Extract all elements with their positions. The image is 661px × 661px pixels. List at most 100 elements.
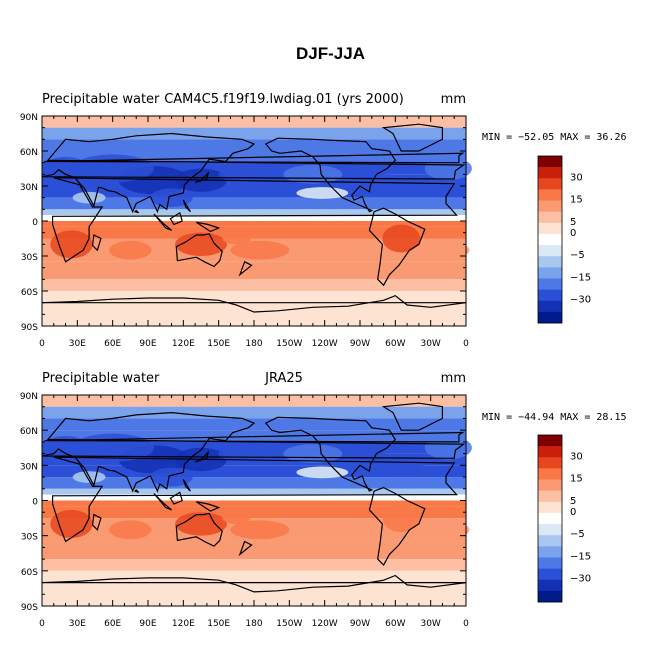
coastline xyxy=(91,513,102,531)
colorbar-swatch xyxy=(538,524,562,536)
colorbar-label: −5 xyxy=(570,529,585,540)
lat-label: 60S xyxy=(21,568,38,578)
lon-label: 150W xyxy=(276,619,302,629)
colorbar-frame xyxy=(537,434,563,603)
coastline xyxy=(42,295,466,313)
lat-band xyxy=(42,221,466,227)
colorbar-swatch xyxy=(538,256,562,268)
lat-label: 90S xyxy=(21,603,38,613)
coastline xyxy=(0,488,1,565)
lon-label: 0 xyxy=(463,619,469,629)
coastlines xyxy=(0,123,466,313)
anomaly-blob xyxy=(283,165,343,184)
anomaly-blob xyxy=(380,176,423,196)
colorbar-swatch xyxy=(538,579,562,592)
panel-left-title: Precipitable water xyxy=(42,92,160,107)
lon-label: 120W xyxy=(312,339,338,349)
anomaly-blob xyxy=(424,436,472,460)
colorbar-swatch xyxy=(538,468,562,480)
panel-min-max: MIN = −44.94 MAX = 28.15 xyxy=(482,412,627,423)
colorbar-label: −5 xyxy=(570,250,585,261)
panel-center-title: JRA25 xyxy=(264,371,303,386)
coastline xyxy=(381,123,443,152)
lat-label: 90N xyxy=(20,113,38,123)
lat-label: 60N xyxy=(20,427,38,437)
coastline xyxy=(175,233,223,268)
anomaly-blob xyxy=(427,521,470,539)
anomaly-blob xyxy=(175,512,227,536)
coastline xyxy=(381,402,443,431)
lon-label: 60E xyxy=(104,619,121,629)
colorbar-label: −15 xyxy=(570,272,591,283)
lon-label: 60W xyxy=(385,619,405,629)
colorbar-label: 5 xyxy=(570,496,576,507)
lat-band xyxy=(42,500,466,507)
coastline xyxy=(175,512,223,547)
lon-label: 0 xyxy=(39,619,45,629)
colorbar-swatch xyxy=(538,568,562,581)
coastline xyxy=(169,491,183,505)
colorbar-swatch xyxy=(538,200,562,212)
colorbar-label: 30 xyxy=(570,172,583,183)
panel-center-title: CAM4C5.f19f19.lwdiag.01 (yrs 2000) xyxy=(164,92,404,107)
lon-label: 30W xyxy=(420,339,440,349)
coastline xyxy=(153,493,172,511)
lon-label: 120W xyxy=(312,619,338,629)
colorbar-swatch xyxy=(538,167,562,179)
coastline xyxy=(0,124,18,151)
coastline xyxy=(169,211,183,226)
colorbar-swatch xyxy=(538,546,562,558)
lon-label: 150E xyxy=(207,619,230,629)
panel-units: mm xyxy=(441,371,466,386)
colorbar-swatch xyxy=(538,311,562,324)
coastline xyxy=(0,134,40,212)
lon-label: 180 xyxy=(245,339,262,349)
anomaly-blob xyxy=(175,232,227,256)
lon-label: 30E xyxy=(69,619,86,629)
lat-band xyxy=(42,209,466,216)
lon-label: 150E xyxy=(207,339,230,349)
anomaly-blob xyxy=(218,165,290,184)
coastline xyxy=(91,234,102,252)
coastline xyxy=(0,413,40,492)
colorbar-swatch xyxy=(538,446,562,458)
anomaly-blob xyxy=(424,156,472,181)
colorbar-swatch xyxy=(538,289,562,302)
lon-label: 90W xyxy=(350,339,370,349)
coastline xyxy=(194,171,210,184)
colorbar-label: −30 xyxy=(570,295,591,306)
lat-label: 30S xyxy=(21,253,38,263)
colorbar-swatch xyxy=(538,189,562,201)
coastline xyxy=(153,213,172,231)
anomaly-blob xyxy=(296,187,349,199)
coastline xyxy=(194,450,210,463)
colorbar-swatch xyxy=(538,267,562,279)
coastline xyxy=(42,302,43,304)
lat-band xyxy=(42,541,466,560)
anomaly-blob xyxy=(109,520,152,540)
panel-units: mm xyxy=(441,92,466,107)
anomaly-blob xyxy=(230,240,290,260)
anomaly-blob xyxy=(382,504,421,533)
colorbar-swatch xyxy=(538,490,562,503)
lat-band xyxy=(42,488,466,495)
colorbar-label: 15 xyxy=(570,474,583,485)
anomaly-blob xyxy=(330,447,390,472)
lon-label: 30W xyxy=(420,619,440,629)
colorbar-swatch xyxy=(538,435,562,447)
figure-title: DJF-JJA xyxy=(296,44,365,63)
lat-band xyxy=(42,506,466,519)
lon-label: 120E xyxy=(172,619,195,629)
lat-band xyxy=(42,279,466,291)
colorbar-label: 30 xyxy=(570,451,583,462)
lat-label: 0 xyxy=(32,218,38,228)
lon-label: 30E xyxy=(69,339,86,349)
anomaly-blob xyxy=(307,521,366,539)
lat-label: 90N xyxy=(20,392,38,402)
lon-label: 90E xyxy=(139,619,156,629)
anomaly-blob xyxy=(307,242,366,259)
anomaly-blob xyxy=(380,455,423,475)
